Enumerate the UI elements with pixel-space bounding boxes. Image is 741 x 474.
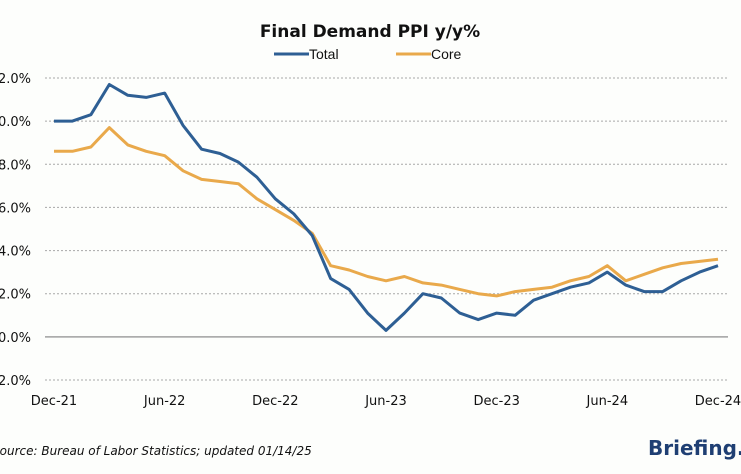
y-tick-label: 2.0% <box>0 288 31 303</box>
x-tick-label: Dec-22 <box>252 394 298 409</box>
y-tick-label: 8.0% <box>0 158 31 173</box>
y-tick-label: 10.0% <box>0 115 31 130</box>
x-tick-label: Jun-24 <box>586 394 629 409</box>
x-tick-label: Dec-24 <box>695 394 741 409</box>
legend-label-core: Core <box>431 46 462 62</box>
x-tick-label: Jun-23 <box>364 394 407 409</box>
series-line-core <box>54 126 719 298</box>
x-tick-label: Jun-22 <box>143 394 186 409</box>
source-note: Source: Bureau of Labor Statistics; upda… <box>0 444 312 458</box>
series-lines <box>53 83 719 332</box>
y-tick-label: 12.0% <box>0 72 31 87</box>
legend: Total Core <box>274 46 462 62</box>
briefing-logo: Briefing.com <box>648 436 741 460</box>
x-tick-label: Dec-21 <box>31 394 77 409</box>
y-tick-label: -2.0% <box>0 374 31 389</box>
x-axis: Dec-21 Jun-22 Dec-22 Jun-23 Dec-23 Jun-24 Dec-… <box>31 394 741 409</box>
x-tick-label: Dec-23 <box>473 394 519 409</box>
y-tick-label: 6.0% <box>0 201 31 216</box>
chart-title: Final Demand PPI y/y% <box>260 22 480 42</box>
y-tick-label: 0.0% <box>0 331 31 346</box>
y-axis: 12.0% 10.0% 8.0% 6.0% 4.0% 2.0% 0.0% -2.0% <box>0 72 31 389</box>
y-tick-label: 4.0% <box>0 245 31 260</box>
gridlines <box>45 77 728 381</box>
legend-label-total: Total <box>309 46 339 62</box>
